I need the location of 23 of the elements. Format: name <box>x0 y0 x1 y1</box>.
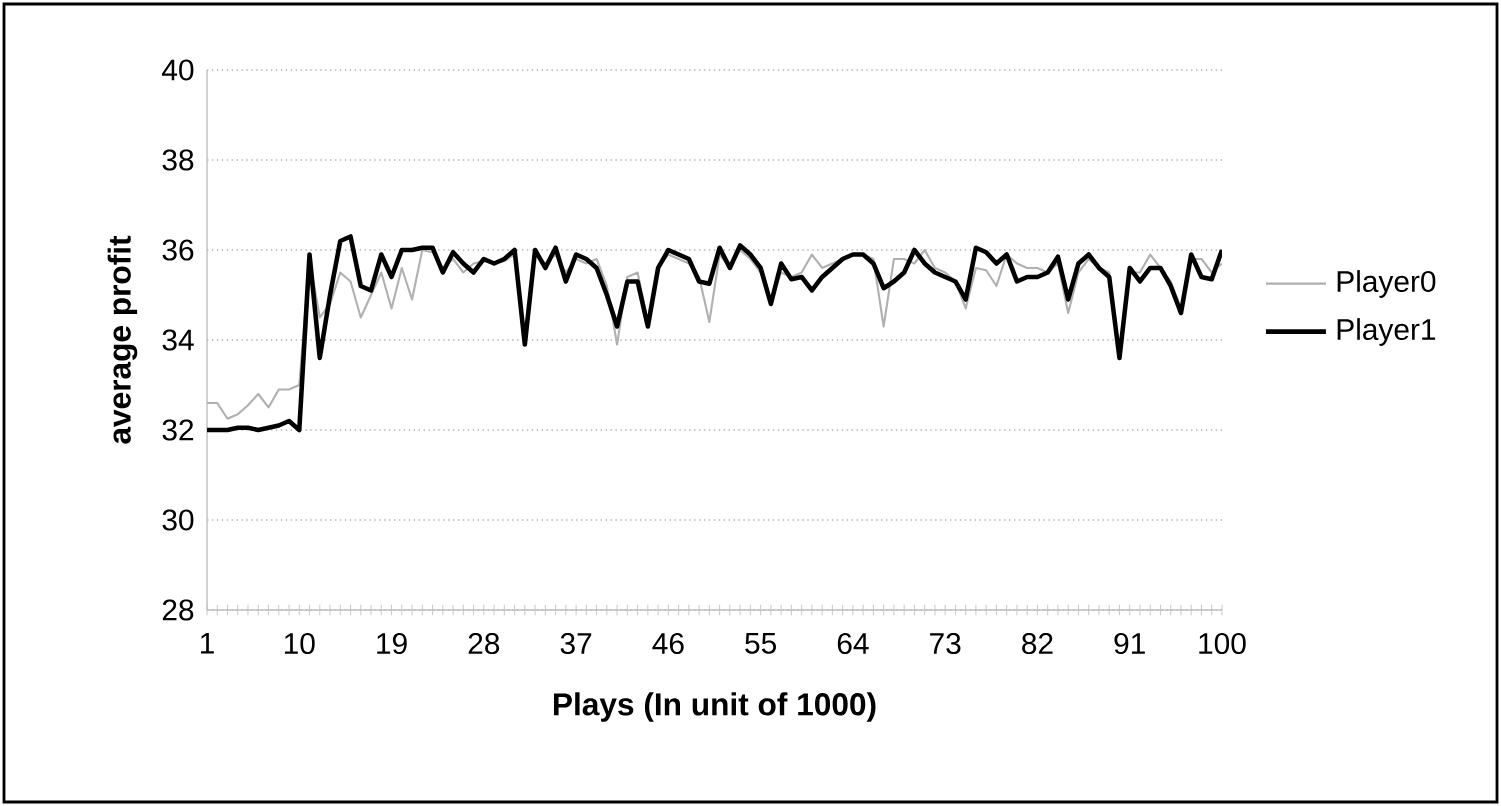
x-tick-label: 100 <box>1199 632 1246 655</box>
y-tick-label: 28 <box>162 599 194 621</box>
x-tick-label: 73 <box>930 632 961 655</box>
y-tick-label: 34 <box>162 329 194 351</box>
x-tick-label: 28 <box>468 632 500 655</box>
y-tick-label: 30 <box>162 509 194 531</box>
y-axis-title: average profit <box>107 235 138 444</box>
x-tick-label: 1 <box>200 632 214 654</box>
legend-label: Player0 <box>1337 270 1436 298</box>
x-axis-title: Plays (In unit of 1000) <box>554 692 876 722</box>
x-tick-label: 64 <box>837 632 869 655</box>
x-tick-label: 82 <box>1022 632 1053 655</box>
legend-label: Player1 <box>1337 318 1436 346</box>
y-tick-label: 40 <box>162 59 194 81</box>
x-tick-label: 91 <box>1114 632 1145 655</box>
x-tick-label: 10 <box>284 632 315 655</box>
x-tick-label: 55 <box>745 632 776 654</box>
y-tick-label: 36 <box>162 239 194 261</box>
y-tick-label: 38 <box>162 149 194 171</box>
y-tick-label: 32 <box>162 419 194 441</box>
x-tick-label: 46 <box>652 632 684 655</box>
x-tick-label: 37 <box>560 632 592 655</box>
x-tick-label: 19 <box>377 632 407 655</box>
